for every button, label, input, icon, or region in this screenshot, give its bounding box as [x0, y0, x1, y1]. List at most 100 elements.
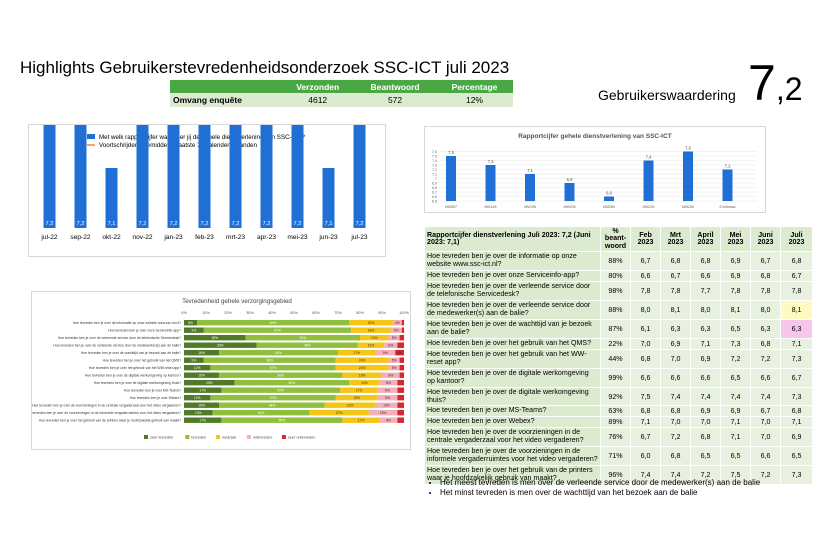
ratings-value: 7,0 [630, 337, 661, 350]
ratings-value: 7,8 [720, 281, 751, 302]
ratings-value: 7,8 [780, 281, 813, 302]
ratings-value: 6,7 [780, 270, 813, 283]
x-tick-label: 20% [224, 311, 232, 315]
stacked-segment [349, 320, 393, 326]
ratings-row: Hoe tevreden ben je over de informatie o… [424, 251, 813, 272]
x-tick-label: 30% [246, 311, 254, 315]
ratings-pct: 98% [600, 281, 631, 302]
x-tick-label: MM067 [445, 205, 457, 209]
y-tick-label: 7 [435, 177, 437, 181]
user-rating-decimal: ,2 [775, 71, 803, 107]
segment-value-label: 6% [388, 344, 393, 348]
stacked-segment [203, 327, 352, 333]
ratings-header-month: Juli 2023 [780, 225, 813, 253]
ratings-header-question: Rapportcijfer dienstverlening Juli 2023:… [424, 225, 601, 253]
bar [722, 169, 733, 201]
y-tick-label: 6,7 [432, 191, 437, 195]
stacked-segment [397, 395, 404, 401]
ratings-value: 7,4 [690, 386, 721, 407]
stacked-segment [397, 417, 404, 423]
stacked-segment [388, 357, 400, 363]
ratings-value: 8,0 [690, 300, 721, 320]
ratings-value: 6,5 [720, 367, 751, 388]
stacked-segment [399, 357, 404, 363]
stacked-segment [395, 350, 404, 356]
category-label: Hoe tevreden ben je over de voorzieninge… [32, 404, 181, 408]
category-label: Hoe tevreden ben je over de voorzieninge… [32, 411, 181, 415]
summary-header-cell: Beantwoord [354, 80, 436, 93]
segment-value-label: 16% [198, 404, 205, 408]
stacked-segment [338, 350, 376, 356]
stacked-segment [210, 365, 336, 371]
stacked-segment [184, 357, 204, 363]
ratings-value: 6,9 [780, 427, 813, 448]
ratings-value: 7,0 [660, 416, 691, 429]
segment-value-label: 33% [217, 344, 224, 348]
x-tick-label: 80% [356, 311, 364, 315]
ratings-row: Hoe tevreden ben je over de verleende se… [424, 300, 813, 320]
segment-value-label: 10% [383, 404, 390, 408]
ratings-pct: 44% [600, 348, 631, 369]
bar-value-label: 7,2 [200, 221, 208, 227]
ratings-row: Hoe tevreden ben je over de voorzieninge… [424, 427, 813, 448]
ratings-question: Hoe tevreden ben je over het gebruik van… [424, 337, 601, 350]
segment-value-label: 9% [385, 396, 390, 400]
stacked-segment [234, 380, 349, 386]
stacked-segment [184, 410, 213, 416]
conclusion-item: Het minst tevreden is men over de wachtt… [440, 488, 760, 497]
legend-swatch-bars [87, 134, 95, 139]
ratings-question: Hoe tevreden ben je over Webex? [424, 416, 601, 429]
ratings-question: Hoe tevreden ben je over de verleende se… [424, 281, 601, 302]
user-rating-label: Gebruikerswaardering [598, 87, 736, 103]
ratings-question: Hoe tevreden ben je over de informatie o… [424, 251, 601, 272]
ratings-header-month: Mei 2023 [720, 225, 751, 253]
y-tick-label: 7,1 [432, 173, 437, 177]
stacked-segment [390, 327, 402, 333]
ratings-value: 7,2 [690, 465, 721, 486]
ratings-value: 7,2 [750, 465, 781, 486]
ratings-value: 7,3 [780, 348, 813, 369]
ratings-value: 7,0 [750, 427, 781, 448]
ratings-question: Hoe tevreden ben je over het gebruik van… [424, 348, 601, 369]
x-tick-label: MM196 [524, 205, 536, 209]
stacked-segment [368, 410, 398, 416]
ratings-value: 6,7 [750, 251, 781, 272]
monthly-rating-svg: Met welk rapportcijfer waardeer jij de g… [40, 99, 367, 241]
stacked-segment [349, 380, 380, 386]
ratings-value: 6,1 [630, 318, 661, 339]
y-tick-label: 7,4 [432, 159, 437, 163]
ratings-value: 7,2 [720, 348, 751, 369]
ratings-value: 7,4 [660, 386, 691, 407]
ratings-value: 7,1 [780, 416, 813, 429]
ratings-value: 6,3 [660, 318, 691, 339]
ratings-pct: 88% [600, 251, 631, 272]
segment-value-label: 57% [270, 396, 277, 400]
segment-value-label: 27% [336, 411, 343, 415]
stacked-segment [221, 387, 341, 393]
y-tick-label: 7,5 [432, 155, 437, 159]
legend-label: zeer tevreden [150, 436, 173, 440]
ratings-value: 6,7 [750, 405, 781, 418]
ratings-header-pct: % beant-woord [600, 225, 631, 253]
x-tick-label: MM148 [485, 205, 497, 209]
segment-value-label: 54% [275, 351, 282, 355]
bar-value-label: 7,1 [107, 221, 115, 227]
bar [260, 108, 273, 228]
summary-value: 572 [354, 93, 436, 107]
segment-value-label: 9% [383, 351, 388, 355]
stacked-segment [360, 335, 389, 341]
bar-value-label: 6,6 [606, 191, 612, 196]
monthly-rating-chart: Met welk rapportcijfer waardeer jij de g… [28, 99, 386, 257]
segment-value-label: 8% [386, 381, 391, 385]
segment-value-label: 69% [270, 321, 277, 325]
x-tick-label: jul-23 [350, 234, 367, 241]
ratings-value: 7,4 [630, 465, 661, 486]
legend-swatch [216, 435, 221, 439]
legend-label: tevreden [191, 436, 206, 440]
bar [198, 108, 211, 228]
ratings-row: Hoe tevreden ben je over het gebruik van… [424, 465, 813, 486]
segment-value-label: 9% [192, 329, 197, 333]
bar-value-label: 7,2 [262, 221, 270, 227]
ratings-value: 7,1 [690, 337, 721, 350]
segment-value-label: 24% [359, 359, 366, 363]
